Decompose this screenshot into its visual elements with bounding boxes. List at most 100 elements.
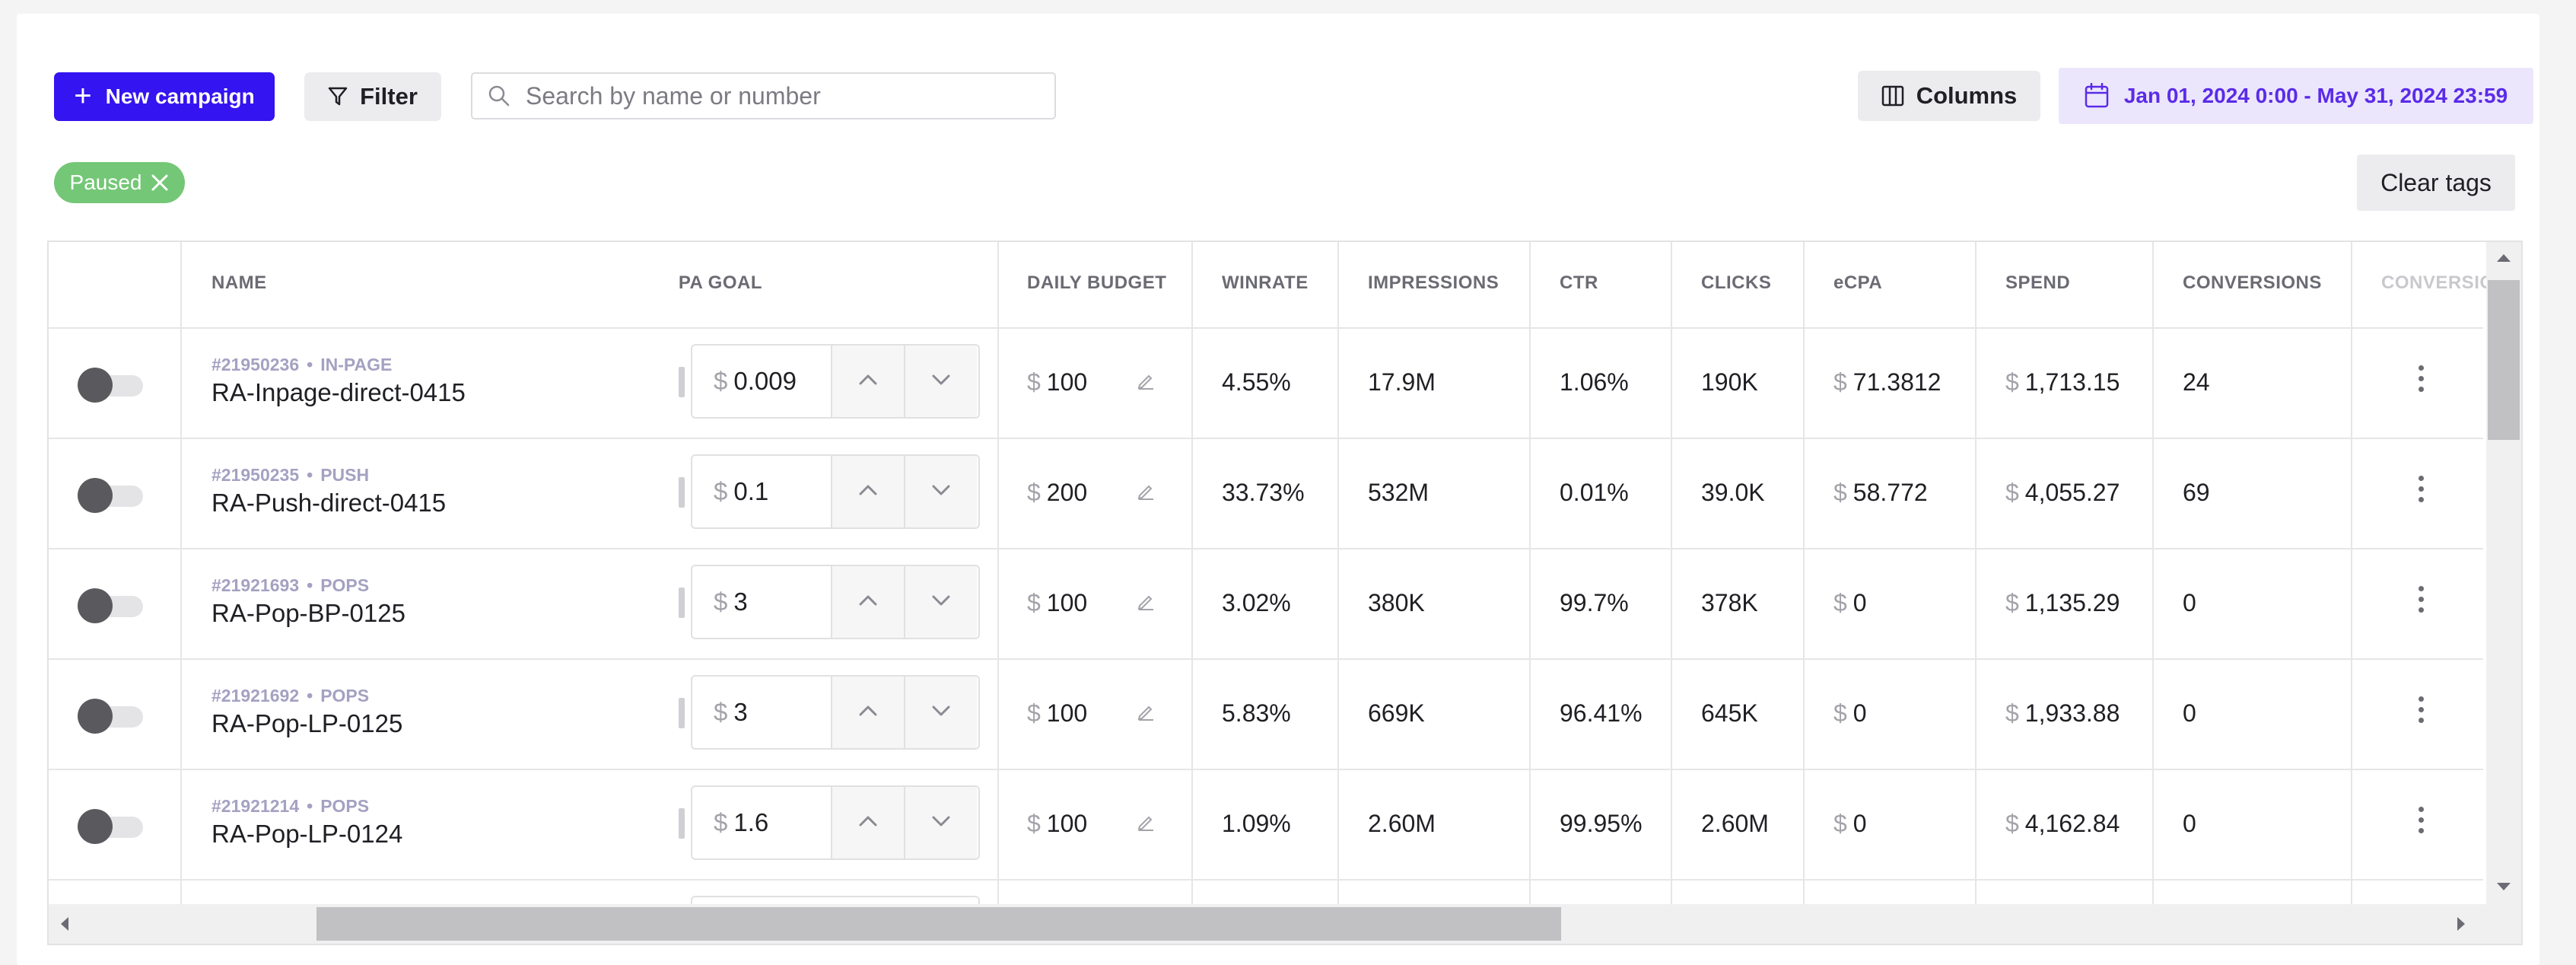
edit-budget-icon[interactable] [1137, 592, 1155, 614]
daily-budget-value: 100 [1046, 699, 1088, 727]
status-toggle[interactable] [78, 368, 143, 403]
vertical-scroll-thumb[interactable] [2488, 280, 2520, 440]
edit-budget-icon[interactable] [1137, 813, 1155, 835]
vertical-scrollbar[interactable] [2486, 242, 2521, 904]
header-spend[interactable]: SPEND [2005, 272, 2071, 293]
cpa-goal-stepper[interactable]: $0.009 [691, 344, 980, 419]
currency-symbol: $ [1833, 368, 1847, 396]
scroll-right-icon[interactable] [2456, 916, 2466, 932]
increment-button[interactable] [831, 787, 904, 858]
decrement-button[interactable] [904, 456, 977, 527]
header-conversions[interactable]: CONVERSIONS [2183, 272, 2322, 293]
header-ctr[interactable]: CTR [1560, 272, 1598, 293]
more-actions-icon[interactable] [2417, 586, 2425, 616]
decrement-button[interactable] [904, 677, 977, 748]
daily-budget-cell: $100 [1027, 810, 1087, 838]
ecpa-cell: $0 [1833, 589, 1867, 617]
chevron-down-icon [931, 705, 951, 721]
ecpa-value: 0 [1852, 810, 1867, 837]
campaign-meta: #21921692 • POPS [211, 686, 370, 705]
currency-symbol: $ [2005, 368, 2019, 396]
edit-budget-icon[interactable] [1137, 371, 1155, 393]
search-input[interactable] [524, 81, 1022, 111]
conversions-cell: 69 [2183, 479, 2210, 506]
ecpa-cell: $58.772 [1833, 479, 1928, 507]
currency-symbol: $ [2005, 589, 2019, 616]
scroll-left-icon[interactable] [59, 916, 70, 932]
daily-budget-value: 200 [1046, 479, 1088, 506]
decrement-button[interactable] [904, 346, 977, 417]
impressions-cell: 532M [1368, 479, 1430, 506]
decrement-button[interactable] [904, 787, 977, 858]
currency-symbol: $ [2005, 699, 2019, 727]
more-actions-icon[interactable] [2417, 476, 2425, 506]
header-clicks[interactable]: CLICKS [1701, 272, 1772, 293]
columns-button[interactable]: Columns [1858, 71, 2040, 121]
campaign-name[interactable]: RA-Pop-LP-0125 [211, 709, 403, 737]
spend-cell: $4,162.84 [2005, 810, 2120, 838]
campaign-meta: #21921693 • POPS [211, 575, 370, 595]
increment-button[interactable] [831, 456, 904, 527]
date-range-picker[interactable]: Jan 01, 2024 0:00 - May 31, 2024 23:59 [2059, 68, 2533, 124]
edit-budget-icon[interactable] [1137, 482, 1155, 504]
clear-tags-label: Clear tags [2380, 168, 2492, 196]
increment-button[interactable] [831, 566, 904, 638]
currency-symbol: $ [1027, 479, 1041, 506]
campaign-meta: #21950235 • PUSH [211, 465, 370, 485]
winrate-cell: 3.02% [1222, 589, 1291, 616]
tag-label: Paused [69, 170, 142, 194]
more-actions-icon[interactable] [2417, 807, 2425, 837]
cpa-goal-stepper[interactable]: $3 [691, 565, 980, 639]
header-name[interactable]: NAME [211, 272, 267, 293]
cpa-goal-stepper[interactable]: $3 [691, 675, 980, 750]
more-actions-icon[interactable] [2417, 365, 2425, 396]
calendar-icon [2085, 83, 2109, 108]
close-icon[interactable] [151, 174, 169, 192]
campaign-name[interactable]: RA-Pop-BP-0125 [211, 599, 405, 627]
currency-symbol: $ [1027, 699, 1041, 727]
edit-budget-icon[interactable] [1137, 702, 1155, 725]
clicks-cell: 39.0K [1701, 479, 1765, 506]
date-range-label: Jan 01, 2024 0:00 - May 31, 2024 23:59 [2123, 84, 2508, 107]
campaign-type: POPS [320, 796, 370, 816]
more-actions-icon[interactable] [2417, 696, 2425, 727]
decrement-button[interactable] [904, 566, 977, 638]
daily-budget-value: 100 [1046, 368, 1088, 396]
ctr-cell: 96.41% [1560, 699, 1643, 727]
header-conversions-rate[interactable]: CONVERSIO [2381, 272, 2488, 293]
increment-button[interactable] [831, 677, 904, 748]
cpa-goal-stepper[interactable]: $0.1 [691, 454, 980, 529]
clicks-cell: 2.60M [1701, 810, 1769, 837]
header-impressions[interactable]: IMPRESSIONS [1368, 272, 1499, 293]
new-campaign-button[interactable]: + New campaign [54, 72, 275, 121]
ctr-cell: 0.01% [1560, 479, 1629, 506]
header-cpa-goal-text: CPA GOAL [679, 272, 762, 293]
campaign-name[interactable]: RA-Pop-LP-0124 [211, 820, 403, 848]
campaigns-table: NAME CPA GOAL DAILY BUDGET WINRATE IMPRE… [47, 240, 2523, 945]
campaign-name[interactable]: RA-Inpage-direct-0415 [211, 378, 466, 406]
horizontal-scroll-thumb[interactable] [316, 907, 1561, 941]
status-toggle[interactable] [78, 699, 143, 734]
status-toggle[interactable] [78, 478, 143, 513]
spend-value: 1,933.88 [2024, 699, 2120, 727]
scroll-down-icon[interactable] [2495, 881, 2512, 892]
conversions-cell: 0 [2183, 699, 2196, 727]
scroll-up-icon[interactable] [2495, 253, 2512, 263]
impressions-cell: 669K [1368, 699, 1425, 727]
horizontal-scrollbar[interactable] [49, 904, 2521, 944]
filter-button[interactable]: Filter [304, 72, 441, 121]
status-toggle[interactable] [78, 809, 143, 844]
campaign-name[interactable]: RA-Push-direct-0415 [211, 489, 447, 517]
header-winrate[interactable]: WINRATE [1222, 272, 1309, 293]
header-daily-budget[interactable]: DAILY BUDGET [1027, 272, 1167, 293]
increment-button[interactable] [831, 346, 904, 417]
winrate-cell: 33.73% [1222, 479, 1305, 506]
chevron-up-icon [858, 594, 878, 610]
status-toggle[interactable] [78, 588, 143, 623]
ecpa-cell: $71.3812 [1833, 368, 1941, 397]
cpa-goal-stepper[interactable]: $1.6 [691, 785, 980, 860]
campaign-type: PUSH [320, 465, 370, 485]
clear-tags-button[interactable]: Clear tags [2357, 154, 2515, 211]
header-cpa-goal[interactable]: CPA GOAL [679, 272, 861, 294]
header-ecpa[interactable]: eCPA [1833, 272, 1883, 293]
